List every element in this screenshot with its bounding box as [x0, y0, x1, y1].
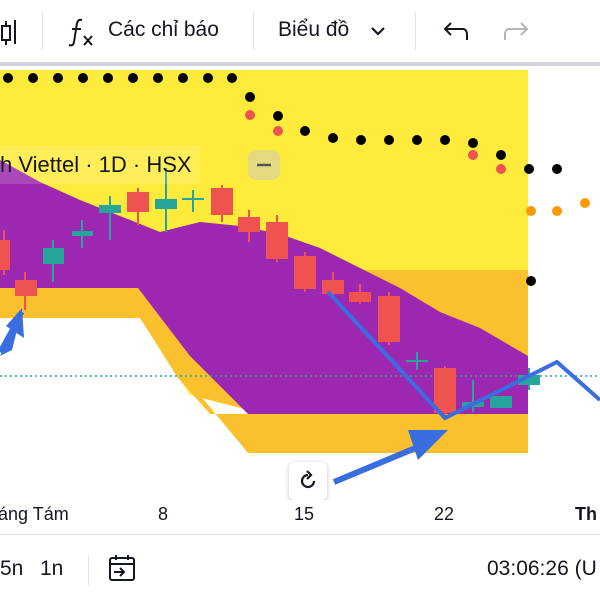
orange-dot-series	[526, 198, 590, 216]
ichimoku-cloud	[0, 160, 528, 414]
candle	[378, 296, 400, 342]
time-axis[interactable]: áng Tám 8 15 22 Th	[0, 500, 600, 534]
candle	[434, 368, 456, 413]
candle	[15, 280, 37, 296]
annotation-arrow	[0, 308, 25, 356]
candle	[72, 231, 93, 236]
reset-chart-button[interactable]	[289, 462, 327, 500]
time-axis-label: 15	[294, 504, 315, 524]
candle	[266, 222, 288, 259]
chart-type-button[interactable]: Biểu đồ	[278, 18, 350, 41]
toolbar-divider	[253, 12, 254, 50]
candle	[43, 248, 64, 264]
toolbar-divider	[42, 12, 43, 50]
ichimoku-band-lower	[0, 290, 528, 453]
candle	[349, 292, 371, 302]
calendar-goto-icon[interactable]	[106, 552, 138, 589]
candle-chart-icon[interactable]	[0, 18, 18, 51]
bottom-toolbar: 5n 1n 03:06:26 (U	[0, 535, 600, 600]
toolbar-divider	[415, 12, 416, 50]
black-dot-series	[3, 73, 562, 286]
chart-right-area	[528, 70, 600, 500]
time-axis-label: áng Tám	[0, 504, 69, 524]
chart-canvas[interactable]	[0, 66, 600, 500]
clock-readout[interactable]: 03:06:26 (U	[487, 557, 597, 580]
indicators-button[interactable]: Các chỉ báo	[108, 18, 219, 41]
axis-divider	[0, 534, 600, 535]
refresh-icon	[300, 470, 316, 489]
undo-icon[interactable]	[441, 20, 469, 49]
candle	[518, 375, 540, 385]
bottom-divider	[88, 555, 89, 585]
redo-icon[interactable]	[503, 20, 531, 49]
candles	[0, 168, 540, 418]
toolbar-divider-bar	[0, 62, 600, 66]
range-1n-button[interactable]: 1n	[40, 557, 64, 580]
candle	[294, 256, 316, 289]
annotation-arrow	[332, 430, 448, 485]
candle	[211, 188, 233, 215]
fx-icon[interactable]	[66, 16, 98, 53]
chevron-down-icon[interactable]	[370, 24, 386, 42]
candle	[238, 217, 260, 232]
range-5n-button[interactable]: 5n	[0, 557, 24, 580]
symbol-legend[interactable]: h Viettel · 1D · HSX	[0, 146, 200, 184]
red-dot-series	[245, 110, 506, 174]
top-toolbar: Các chỉ báo Biểu đồ	[0, 0, 600, 62]
candle	[99, 205, 121, 213]
trend-line	[326, 290, 600, 421]
candle	[0, 240, 10, 270]
candle	[490, 396, 512, 408]
time-axis-label: 22	[434, 504, 455, 524]
time-axis-label: 8	[158, 504, 169, 524]
candle	[127, 192, 149, 212]
time-axis-label: Th	[575, 504, 597, 524]
candle	[322, 280, 344, 294]
candle	[155, 199, 177, 209]
legend-collapse-button[interactable]	[248, 150, 280, 180]
price-chart[interactable]: h Viettel · 1D · HSX	[0, 66, 600, 500]
